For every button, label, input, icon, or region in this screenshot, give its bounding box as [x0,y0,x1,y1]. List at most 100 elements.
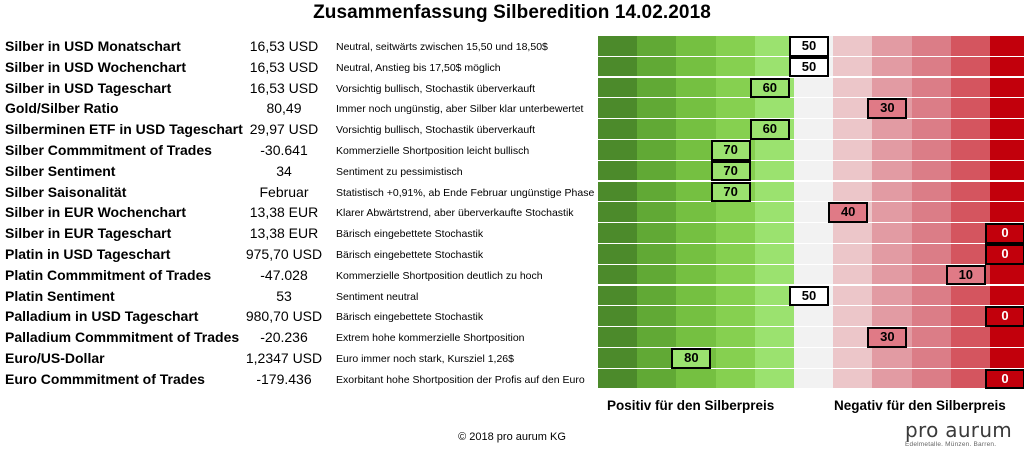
scale-cell [715,223,755,243]
scale-cell [598,119,638,139]
scale-cell [676,327,716,347]
scale-cell [794,306,834,326]
score-marker: 70 [710,181,751,203]
scale-cell [715,368,755,389]
scale-cell [990,202,1024,222]
scale-cell [950,98,990,118]
scale-cell [990,119,1024,139]
scale-cell [872,181,912,202]
row-value: -20.236 [260,329,308,346]
table-row: Palladium in USD Tageschart 980,70 USD Bär… [0,306,1024,327]
row-label: Euro Commmitment of Trades [5,370,205,387]
scale-cell [715,98,755,118]
scale-cell [715,285,755,306]
scale-cell [833,306,873,326]
score-marker: 50 [789,285,829,307]
row-comment: Euro immer noch stark, Kursziel 1,26$ [336,353,514,365]
scale-cell [715,36,755,56]
scale-cell [833,348,873,368]
row-label: Palladium Commmitment of Trades [5,329,240,346]
scale-cell [715,327,755,347]
scale-cell [794,264,834,285]
row-label: Silber in USD Wochenchart [5,58,186,75]
scale-cell [950,56,990,77]
scale-cell [598,160,638,181]
scale-cell [598,327,638,347]
scale-cell [676,181,716,202]
scale-cell [754,368,794,389]
table-row: Platin Sentiment 53 Sentiment neutral 50 [0,285,1024,307]
scale-cell [794,244,834,264]
row-comment: Bärisch eingebettete Stochastik [336,311,484,324]
score-marker: 50 [789,36,829,57]
scale-cell [872,223,912,243]
scale-cell [950,244,990,264]
scale-cell [676,36,716,56]
scale-cell [990,348,1024,368]
scale-cell [715,77,755,98]
score-marker: 70 [710,160,751,182]
scale-cell [754,306,794,326]
scale-cell [990,160,1024,181]
row-label: Gold/Silber Ratio [5,100,119,117]
scale-cell [676,264,716,285]
scale-cell [754,285,794,306]
row-value: 53 [276,287,292,304]
score-marker: 60 [749,77,790,99]
score-marker: 0 [985,368,1024,390]
scale-cell [676,223,716,243]
scale-cell [950,368,990,389]
scale-cell [950,181,990,202]
score-marker: 0 [985,244,1024,265]
scale-cell [872,368,912,389]
scale-cell [950,327,990,347]
row-value: 34 [276,162,292,179]
scale-cell [754,36,794,56]
scale-cell [911,348,951,368]
row-comment: Sentiment neutral [336,290,419,303]
scale-cell [833,160,873,181]
row-label: Palladium in USD Tageschart [5,308,199,325]
row-value: 980,70 USD [245,308,323,325]
scale-cell [598,202,638,222]
score-marker: 80 [671,348,712,369]
scale-cell [833,285,873,306]
negative-label: Negativ für den Silberpreis [834,398,1006,413]
scale-cell [990,181,1024,202]
scale-cell [833,36,873,56]
scale-cell [833,98,873,118]
scale-cell [598,98,638,118]
row-value: 80,49 [266,100,302,117]
row-label: Silber in USD Tageschart [5,79,172,96]
scale-cell [950,160,990,181]
scale-cell [754,56,794,77]
scale-cell [715,306,755,326]
scale-cell [637,264,677,285]
scale-cell [715,244,755,264]
scale-cell [990,285,1024,306]
scale-cell [676,202,716,222]
scale-cell [637,77,677,98]
pro-aurum-logo: pro aurum Edelmetalle. Münzen. Barren. [905,420,1017,448]
scale-cell [754,160,794,181]
scale-cell [794,202,834,222]
scale-cell [715,119,755,139]
row-label: Silber in EUR Tageschart [5,225,172,242]
scale-cell [598,244,638,264]
table-row: Silber in USD Tageschart 16,53 USD Vorsich… [0,77,1024,99]
scale-cell [872,140,912,160]
scale-cell [637,56,677,77]
scale-cell [794,98,834,118]
scale-cell [794,181,834,202]
scale-cell [950,285,990,306]
scale-cell [598,140,638,160]
score-marker: 50 [789,56,829,78]
table-row: Silber in USD Wochenchart 16,53 USD Neutra… [0,56,1024,78]
row-value: 16,53 USD [249,58,319,75]
row-comment: Bärisch eingebettete Stochastik [336,228,484,241]
scale-cell [990,77,1024,98]
scale-cell [715,348,755,368]
scale-cell [676,306,716,326]
logo-tagline: Edelmetalle. Münzen. Barren. [905,441,997,448]
row-comment: Kommerzielle Shortposition leicht bullis… [336,145,530,157]
